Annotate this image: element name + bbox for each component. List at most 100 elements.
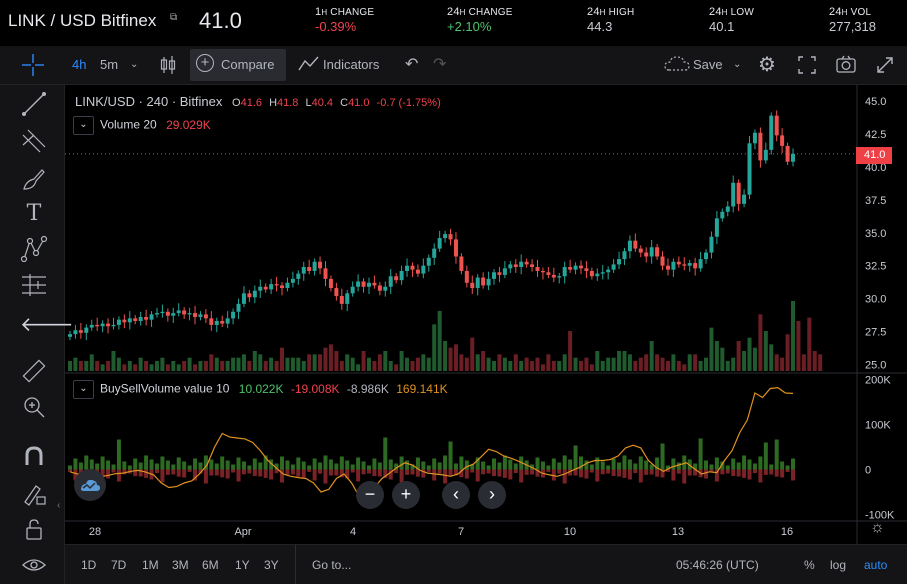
interval-5m[interactable]: 5m bbox=[100, 57, 119, 72]
bsv-sell-bar bbox=[682, 469, 687, 484]
indicators-button[interactable]: Indicators bbox=[323, 57, 380, 72]
axis-settings-icon[interactable]: ☼ bbox=[870, 519, 885, 536]
bsv-buy-bar bbox=[106, 460, 111, 470]
back-arrow-icon[interactable]: 🡐 bbox=[20, 314, 74, 336]
zoom-in-button[interactable]: + bbox=[392, 481, 420, 509]
brush-tool-icon[interactable] bbox=[20, 165, 48, 193]
zoom-in-icon[interactable] bbox=[20, 393, 48, 421]
range-7d[interactable]: 7D bbox=[111, 558, 127, 572]
price-axis-label: 40.0 bbox=[865, 162, 886, 174]
text-tool-icon[interactable]: T bbox=[26, 201, 42, 226]
measure-levels-icon[interactable] bbox=[20, 271, 48, 299]
range-1d[interactable]: 1D bbox=[81, 558, 97, 572]
bsv-buy-bar bbox=[448, 441, 453, 470]
bsv-sell-bar bbox=[410, 469, 415, 475]
bsv-buy-bar bbox=[693, 463, 698, 470]
bsv-sell-bar bbox=[263, 469, 268, 478]
candle-body bbox=[475, 277, 480, 289]
lock-icon[interactable] bbox=[20, 515, 48, 543]
bsv-sell-bar bbox=[220, 469, 225, 478]
candle-body bbox=[68, 334, 72, 337]
pitchfork-tool-icon[interactable] bbox=[20, 127, 48, 155]
bsv-buy-bar bbox=[339, 456, 344, 470]
bsv-sell-bar bbox=[530, 469, 535, 475]
percent-scale-toggle[interactable]: % bbox=[804, 558, 815, 572]
crosshair-icon[interactable] bbox=[20, 46, 46, 84]
volume-bar bbox=[687, 354, 692, 371]
volume-bar bbox=[106, 361, 111, 371]
range-1m[interactable]: 1M bbox=[142, 558, 159, 572]
volume-bar bbox=[453, 344, 458, 371]
pattern-tool-icon[interactable] bbox=[20, 235, 48, 263]
magnet-icon[interactable] bbox=[20, 443, 48, 471]
collapse-sidebar-icon[interactable]: ‹ bbox=[57, 500, 61, 511]
gear-icon[interactable]: ⚙ bbox=[758, 54, 776, 76]
volume-bar bbox=[323, 347, 328, 371]
indicators-icon[interactable] bbox=[297, 46, 321, 84]
candle-body bbox=[122, 319, 127, 323]
bsv-sell-bar bbox=[502, 469, 507, 478]
lock-drawing-icon[interactable] bbox=[20, 480, 48, 508]
volume-bar bbox=[236, 357, 241, 371]
auto-scale-toggle[interactable]: auto bbox=[864, 558, 888, 572]
candle-body bbox=[780, 135, 785, 146]
price-chart[interactable]: 45.0 42.5 40.0 37.5 35.0 32.5 30.0 27.5 25.0 200K… bbox=[65, 85, 907, 544]
save-button[interactable]: Save bbox=[693, 57, 723, 72]
bsv-sell-bar bbox=[557, 469, 562, 474]
volume-value: 29.029K bbox=[166, 117, 211, 132]
tradingview-logo-icon[interactable] bbox=[74, 469, 106, 501]
candle-body bbox=[405, 265, 410, 271]
interval-4h[interactable]: 4h bbox=[72, 57, 87, 72]
bsv-sell-bar bbox=[73, 469, 78, 481]
bsv-sell-bar bbox=[68, 469, 72, 472]
log-scale-toggle[interactable]: log bbox=[830, 558, 847, 572]
candle-body bbox=[736, 182, 741, 204]
goto-button[interactable]: Go to... bbox=[312, 558, 352, 572]
compare-button[interactable]: + Compare bbox=[190, 49, 286, 81]
collapse-volume-button[interactable]: ⌄ bbox=[73, 116, 94, 135]
scroll-right-button[interactable]: › bbox=[478, 481, 506, 509]
clock-time[interactable]: 05:46:26 (UTC) bbox=[676, 558, 759, 572]
range-1y[interactable]: 1Y bbox=[235, 558, 250, 572]
candle-body bbox=[198, 314, 203, 318]
volume-bar bbox=[377, 354, 382, 371]
price-axis-label: 25.0 bbox=[865, 359, 886, 371]
undo-icon[interactable]: ↶ bbox=[405, 56, 419, 73]
price-axis-label: 42.5 bbox=[865, 129, 886, 141]
save-dropdown-icon[interactable]: ⌄ bbox=[733, 59, 742, 70]
high-label: H bbox=[269, 97, 278, 109]
volume-bar bbox=[258, 354, 263, 371]
bsv-sell-bar bbox=[323, 469, 328, 484]
zoom-out-button[interactable]: − bbox=[356, 481, 384, 509]
range-6m[interactable]: 6M bbox=[202, 558, 219, 572]
volume-bar bbox=[84, 361, 89, 371]
range-3y[interactable]: 3Y bbox=[264, 558, 279, 572]
collapse-bsv-button[interactable]: ⌄ bbox=[73, 380, 94, 399]
redo-icon[interactable]: ↷ bbox=[433, 56, 447, 73]
candle-type-icon[interactable] bbox=[158, 46, 178, 84]
volume-bar bbox=[73, 357, 78, 371]
cloud-icon[interactable] bbox=[663, 46, 691, 84]
candle-body bbox=[682, 264, 687, 266]
bsv-sell-bar bbox=[535, 469, 540, 477]
fullscreen-icon[interactable] bbox=[797, 46, 817, 84]
eye-icon[interactable] bbox=[20, 551, 48, 579]
interval-dropdown-icon[interactable]: ⌄ bbox=[130, 59, 139, 70]
volume-bar bbox=[399, 351, 404, 371]
volume-bar bbox=[383, 351, 388, 371]
camera-icon[interactable] bbox=[835, 46, 857, 84]
bsv-sell-bar bbox=[111, 469, 116, 473]
volume-bar bbox=[774, 354, 779, 371]
candle-body bbox=[160, 311, 165, 314]
bsv-buy-bar bbox=[709, 464, 714, 470]
line-tool-icon[interactable] bbox=[20, 90, 48, 118]
bsv-buy-bar bbox=[671, 458, 676, 470]
ruler-icon[interactable] bbox=[20, 357, 48, 385]
stat-label: 24H VOL bbox=[829, 6, 872, 18]
range-3m[interactable]: 3M bbox=[172, 558, 189, 572]
volume-bar bbox=[394, 364, 399, 371]
pair-popout-icon[interactable]: ⧉ bbox=[170, 12, 178, 23]
bsv-buy-bar bbox=[742, 455, 747, 470]
scroll-left-button[interactable]: ‹ bbox=[442, 481, 470, 509]
expand-arrows-icon[interactable] bbox=[874, 46, 896, 84]
